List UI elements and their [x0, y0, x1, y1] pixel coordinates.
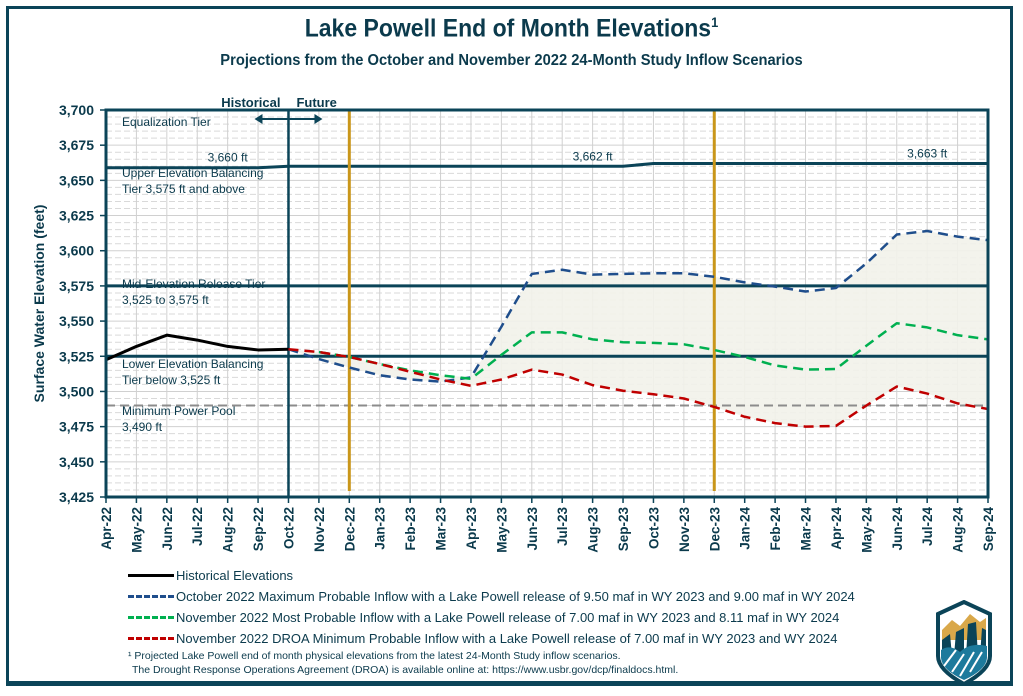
title-footnote-marker: 1 [711, 14, 719, 30]
x-tick-label: Oct-23 [646, 507, 661, 550]
y-tick-label: 3,475 [59, 419, 94, 435]
x-tick-label: Dec-23 [707, 507, 722, 552]
x-tick-label: Nov-23 [677, 507, 692, 553]
tier-label: Upper Elevation Balancing [122, 166, 263, 180]
y-tick-label: 3,575 [59, 278, 94, 294]
x-tick-label: Apr-22 [99, 507, 114, 550]
equalization-value-label: 3,663 ft [907, 146, 948, 160]
x-tick-label: May-22 [129, 507, 144, 553]
arrow-right-icon [314, 114, 323, 124]
tier-label: 3,490 ft [122, 420, 163, 434]
footnote-line-2: The Drought Response Operations Agreemen… [132, 664, 679, 676]
tier-label: Tier below 3,525 ft [122, 373, 221, 387]
legend-swatch [128, 574, 174, 577]
x-tick-label: Sep-24 [981, 507, 996, 552]
x-tick-label: Jul-24 [920, 507, 935, 547]
x-tick-label: Jan-24 [738, 507, 753, 550]
tier-label: Lower Elevation Balancing [122, 357, 263, 371]
x-tick-label: Jan-23 [373, 507, 388, 550]
y-tick-label: 3,675 [59, 137, 94, 153]
x-tick-label: Aug-23 [586, 507, 601, 553]
y-tick-label: 3,500 [59, 383, 94, 399]
x-tick-label: Sep-23 [616, 507, 631, 552]
y-tick-label: 3,525 [59, 348, 94, 364]
y-tick-label: 3,650 [59, 172, 94, 188]
x-tick-label: May-24 [859, 507, 874, 553]
footnote-line-1: ¹ Projected Lake Powell end of month phy… [128, 650, 621, 662]
x-tick-label: Nov-22 [312, 507, 327, 552]
x-tick-label: Apr-23 [464, 507, 479, 550]
y-axis-title: Surface Water Elevation (feet) [31, 205, 47, 403]
chart-frame [6, 6, 1013, 686]
legend-label: November 2022 DROA Minimum Probable Infl… [176, 631, 838, 646]
x-tick-label: May-23 [494, 507, 509, 553]
tier-label: Mid-Elevation Release Tier [122, 277, 265, 291]
x-tick-label: Jun-22 [160, 507, 175, 551]
x-axis: Apr-22 May-22 Jun-22 Jul-22 Aug-22 Sep-22 Oct-… [99, 497, 996, 553]
legend-label: November 2022 Most Probable Inflow with … [176, 610, 840, 625]
legend-item: October 2022 Maximum Probable Inflow wit… [128, 586, 855, 607]
future-annotation: Future [296, 95, 336, 110]
x-tick-label: Sep-22 [251, 507, 266, 551]
x-tick-label: Jun-23 [525, 507, 540, 551]
legend-swatch [128, 595, 174, 598]
legend: Historical Elevations October 2022 Maximu… [128, 565, 855, 649]
equalization-tier-line [106, 161, 988, 170]
chart-title-text: Lake Powell End of Month Elevations [304, 14, 712, 43]
chart-subtitle: Projections from the October and Novembe… [220, 52, 803, 69]
equalization-value-label: 3,660 ft [208, 151, 249, 165]
legend-item: Historical Elevations [128, 565, 855, 586]
historical-annotation: Historical [221, 95, 280, 110]
y-tick-label: 3,625 [59, 208, 94, 224]
x-tick-label: Jun-24 [890, 507, 905, 551]
x-tick-label: Oct-22 [281, 507, 296, 549]
y-tick-label: 3,550 [59, 313, 94, 329]
legend-label: October 2022 Maximum Probable Inflow wit… [176, 589, 855, 604]
x-tick-label: Jul-22 [190, 507, 205, 546]
x-tick-label: Feb-24 [768, 507, 783, 551]
footnote: ¹ Projected Lake Powell end of month phy… [128, 649, 678, 677]
chart-title: Lake Powell End of Month Elevations1 [41, 14, 982, 43]
legend-swatch [128, 637, 174, 640]
legend-swatch [128, 616, 174, 619]
arrow-left-icon [254, 114, 263, 124]
x-tick-label: Jul-23 [555, 507, 570, 547]
y-tick-label: 3,600 [59, 243, 94, 259]
y-tick-label: 3,450 [59, 454, 94, 470]
min-probable-inflow-line [288, 347, 989, 428]
y-axis: 3,425 3,450 3,475 3,500 3,525 3,550 3,575 3,600… [59, 102, 106, 505]
y-tick-label: 3,425 [59, 489, 94, 505]
historical-elevations-line [105, 333, 289, 362]
logo-waves [943, 649, 983, 677]
x-tick-label: Aug-24 [951, 507, 966, 553]
tier-label: Tier 3,575 ft and above [122, 182, 245, 196]
x-tick-label: Apr-24 [829, 507, 844, 550]
legend-label: Historical Elevations [176, 568, 294, 583]
x-tick-label: Mar-23 [434, 507, 449, 551]
y-tick-label: 3,700 [59, 102, 94, 118]
legend-item: November 2022 Most Probable Inflow with … [128, 607, 855, 628]
equalization-value-label: 3,662 ft [573, 149, 614, 163]
bureau-of-reclamation-logo [936, 600, 992, 686]
tier-label: Equalization Tier [122, 115, 211, 129]
x-tick-label: Mar-24 [799, 507, 814, 551]
legend-item: November 2022 DROA Minimum Probable Infl… [128, 628, 855, 649]
tier-label: 3,525 to 3,575 ft [122, 293, 209, 307]
max-probable-inflow-line [288, 229, 989, 383]
x-tick-label: Dec-22 [342, 507, 357, 551]
x-tick-label: Aug-22 [221, 507, 236, 553]
plot-border [104, 108, 990, 499]
tier-label: Minimum Power Pool [122, 404, 235, 418]
most-probable-inflow-line [318, 321, 989, 381]
x-tick-label: Feb-23 [403, 507, 418, 551]
